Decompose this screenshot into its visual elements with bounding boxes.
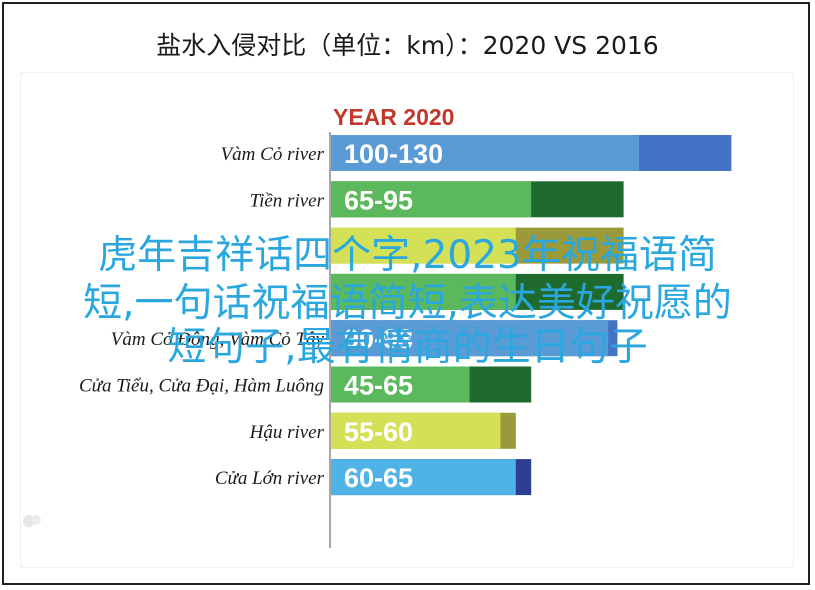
bar-value-label: 55-60 (344, 417, 413, 447)
overlay-line-2: 短,一句话祝福语简短,表达美好祝愿的 (83, 281, 732, 326)
bar-base-5 (331, 366, 470, 403)
overlay-line-1: 虎年吉祥话四个字,2023年祝福语简 (98, 233, 717, 278)
category-label: Cửa Tiểu, Cửa Đại, Hàm Luông (79, 376, 324, 397)
watermark-icon (23, 515, 41, 527)
bar-base-1 (331, 181, 532, 218)
category-label: Hậu river (249, 422, 325, 443)
category-label: Vàm Cỏ river (221, 144, 325, 165)
group-label: YEAR 2020 (333, 104, 454, 130)
chart-title: 盐水入侵对比（单位：km）：2020 VS 2016 (156, 31, 659, 60)
bar-value-label: 90-93 (344, 324, 413, 354)
bar-base-7 (331, 459, 516, 496)
overlay-line-3: 短句子,最有情商的生日句子 (167, 325, 648, 370)
bar-base-2 (331, 227, 516, 264)
bar-value-label: 65-95 (344, 185, 413, 215)
bar-base-0 (331, 135, 639, 171)
category-label: Cửa Lớn river (215, 468, 325, 489)
bar-base-6 (331, 412, 501, 449)
bar-value-label: 45-65 (344, 371, 413, 401)
bar-value-label: 100-130 (344, 139, 443, 169)
category-label: Tiền river (250, 190, 325, 211)
category-label: Vàm Cỏ Đông, Vàm Cỏ Tây (111, 329, 325, 350)
bar-base-4 (331, 320, 609, 357)
bar-value-label: 60-65 (344, 463, 413, 493)
bar-base-3 (331, 273, 516, 310)
